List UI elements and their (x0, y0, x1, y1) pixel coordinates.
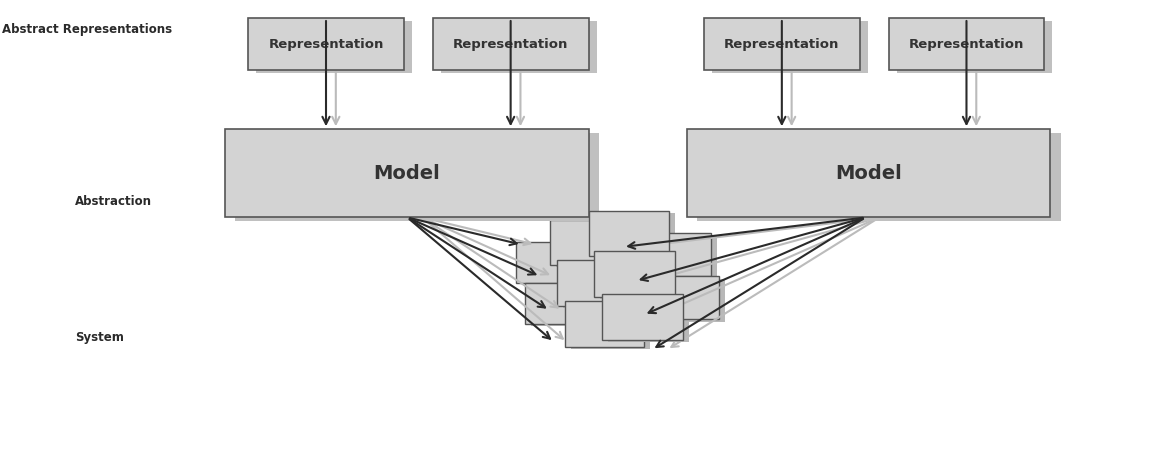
Bar (556, 222, 635, 267)
Bar (550, 220, 629, 265)
Bar (516, 242, 585, 283)
Bar (640, 276, 719, 319)
Text: Model: Model (374, 164, 440, 183)
Text: Representation: Representation (269, 38, 383, 51)
Text: Representation: Representation (909, 38, 1024, 51)
Bar (557, 260, 636, 306)
Text: Representation: Representation (454, 38, 568, 51)
Bar (589, 211, 669, 256)
Bar (563, 263, 642, 308)
Bar (594, 251, 675, 297)
Bar (600, 254, 681, 299)
Bar (594, 213, 675, 258)
Bar (235, 133, 599, 221)
Bar (531, 285, 600, 326)
Bar (608, 297, 689, 342)
Bar (712, 21, 868, 73)
Text: System: System (75, 331, 123, 344)
Bar (889, 18, 1044, 70)
Bar (632, 233, 711, 276)
Text: Abstraction: Abstraction (75, 195, 152, 208)
Bar (522, 245, 591, 285)
Bar (525, 283, 594, 324)
Text: Abstract Representations: Abstract Representations (2, 23, 172, 36)
Text: Model: Model (835, 164, 901, 183)
Bar (433, 18, 589, 70)
Bar (697, 133, 1061, 221)
Bar (638, 236, 717, 279)
Bar (897, 21, 1052, 73)
Bar (687, 129, 1050, 217)
Bar (256, 21, 412, 73)
Text: Representation: Representation (725, 38, 839, 51)
Bar (602, 294, 683, 340)
Bar (441, 21, 597, 73)
Bar (571, 304, 650, 349)
Bar (248, 18, 404, 70)
Bar (565, 301, 644, 347)
Bar (225, 129, 589, 217)
Bar (646, 279, 725, 322)
Bar (704, 18, 860, 70)
